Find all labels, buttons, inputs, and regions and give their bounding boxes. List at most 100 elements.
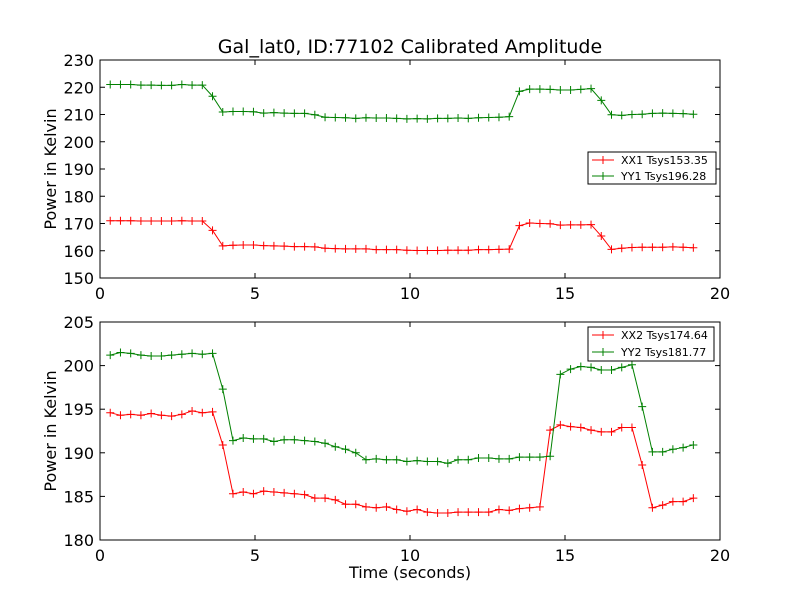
top-series-1-point — [290, 109, 299, 118]
bottom-series-1-point — [116, 348, 125, 357]
bottom-series-1-point — [310, 437, 319, 446]
bottom-series-1-point — [433, 457, 442, 466]
top-series-1-point — [494, 113, 503, 122]
bottom-series-1-point — [464, 455, 473, 464]
bottom-series-1-point — [300, 436, 309, 445]
bottom-series-1-point — [321, 439, 330, 448]
bottom-series-0-point — [341, 500, 350, 509]
top-series-1-point — [535, 85, 544, 94]
bottom-series-1-point — [597, 365, 606, 374]
top-series-0-point — [116, 216, 125, 225]
bottom-series-0-point — [494, 505, 503, 514]
top-series-0-point — [361, 244, 370, 253]
top-series-1-point — [484, 113, 493, 122]
bottom-series-0-point — [505, 506, 514, 515]
bottom-series-0-point — [300, 490, 309, 499]
bottom-series-1-point — [269, 437, 278, 446]
top-series-1-point — [556, 85, 565, 94]
top-panel: 0 5 10 15 20 150 160 170 180 190 200 210 220 230 Powe… — [41, 51, 730, 303]
bottom-series-0-point — [392, 505, 401, 514]
bottom-series-1-point — [167, 351, 176, 360]
top-legend-box — [587, 151, 717, 185]
top-series-1-point — [413, 114, 422, 123]
bottom-series-0-point — [361, 502, 370, 511]
bottom-series-1-point — [668, 445, 677, 454]
top-series-1-point — [280, 109, 289, 118]
top-series-line-1 — [110, 84, 694, 120]
bottom-series-1-point — [556, 370, 565, 379]
bottom-series-0-point — [116, 411, 125, 420]
bottom-series-1-point — [546, 452, 555, 461]
top-series-0-point — [689, 243, 698, 252]
bottom-series-1-point — [280, 435, 289, 444]
bottom-series-1-point — [689, 440, 698, 449]
top-series-0-point — [157, 217, 166, 226]
bottom-series-0-point — [228, 489, 237, 498]
bottom-series-1-point — [576, 362, 585, 371]
bottom-series-1-point — [474, 454, 483, 463]
bottom-series-1-point — [617, 363, 626, 372]
bottom-series-0-point — [668, 497, 677, 506]
top-series-1-point — [423, 114, 432, 123]
top-series-0-point — [658, 243, 667, 252]
top-series-1-point — [617, 111, 626, 120]
top-series-0-point — [300, 242, 309, 251]
top-series-1-point — [433, 114, 442, 123]
bottom-series-1-point — [443, 459, 452, 468]
bottom-series-1-point — [106, 351, 115, 360]
bottom-series-0-point — [597, 427, 606, 436]
bottom-x-tick-label: 20 — [710, 546, 730, 565]
bottom-series-line-0 — [110, 410, 694, 514]
bottom-series-1-point — [535, 453, 544, 462]
top-series-1-point — [464, 114, 473, 123]
top-series-1-point — [300, 109, 309, 118]
top-series-0-point — [167, 217, 176, 226]
bottom-series-1-point — [239, 433, 248, 442]
bottom-y-tick-label: 185 — [63, 487, 94, 506]
top-series-1-point — [147, 81, 156, 90]
bottom-series-1-point — [525, 453, 534, 462]
top-series-0-point — [576, 220, 585, 229]
top-y-tick-label: 190 — [63, 160, 94, 179]
top-series-1-point — [188, 81, 197, 90]
bottom-y-tick-label: 200 — [63, 357, 94, 376]
top-series-0-point — [188, 217, 197, 226]
top-series-0-point — [259, 241, 268, 250]
top-series-0-point — [597, 232, 606, 241]
top-series-1-point — [454, 114, 463, 123]
top-series-0-point — [228, 241, 237, 250]
top-series-1-point — [638, 110, 647, 119]
top-series-1-point — [136, 81, 145, 90]
top-series-0-point — [679, 243, 688, 252]
top-series-1-point — [382, 114, 391, 123]
top-series-1-point — [668, 109, 677, 118]
bottom-series-1-point — [658, 447, 667, 456]
top-y-axis-label: Power in Kelvin — [41, 108, 60, 229]
top-y-tick-label: 200 — [63, 133, 94, 152]
bottom-y-tick-label: 190 — [63, 444, 94, 463]
top-series-0-point — [627, 243, 636, 252]
bottom-series-0-point — [454, 508, 463, 517]
top-series-0-point — [484, 245, 493, 254]
top-series-0-point — [454, 246, 463, 255]
bottom-panel: 0 5 10 15 20 180 185 190 195 200 205 Power in Kelv… — [41, 313, 730, 582]
bottom-series-1-point — [566, 365, 575, 374]
top-y-tick-label: 210 — [63, 106, 94, 125]
top-series-0-point — [464, 246, 473, 255]
bottom-series-0-point — [648, 503, 657, 512]
bottom-series-0-point — [249, 489, 258, 498]
bottom-series-0-point — [290, 489, 299, 498]
bottom-series-1-point — [259, 434, 268, 443]
top-y-tick-label: 230 — [63, 51, 94, 70]
bottom-y-tick-label: 195 — [63, 400, 94, 419]
top-series-1-point — [587, 84, 596, 93]
top-series-1-point — [515, 87, 524, 96]
top-series-1-point — [648, 109, 657, 118]
top-series-0-point — [136, 217, 145, 226]
bottom-series-1-point — [392, 455, 401, 464]
top-series-0-point — [668, 242, 677, 251]
bottom-series-0-point — [443, 508, 452, 517]
top-series-1-point — [525, 85, 534, 94]
bottom-plot-area: 0 5 10 15 20 180 185 190 195 200 205 — [63, 313, 730, 565]
top-series-0-point — [515, 221, 524, 230]
